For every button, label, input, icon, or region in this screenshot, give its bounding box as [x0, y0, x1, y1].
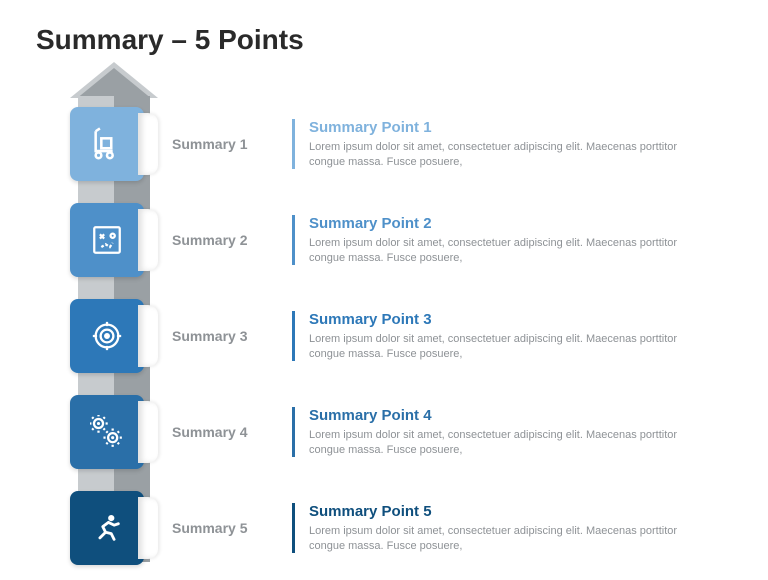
summary-rows: Summary 1 Summary Point 1 Lorem ipsum do… [70, 100, 750, 580]
detail-text-3: Lorem ipsum dolor sit amet, consectetuer… [309, 332, 712, 362]
detail-title-5: Summary Point 5 [309, 503, 712, 520]
tile-3 [70, 299, 144, 373]
gears-icon [90, 415, 124, 449]
detail-text-5: Lorem ipsum dolor sit amet, consectetuer… [309, 524, 712, 554]
row-detail-3: Summary Point 3 Lorem ipsum dolor sit am… [292, 311, 712, 362]
hand-truck-icon [90, 127, 124, 161]
row-label-5: Summary 5 [172, 520, 292, 536]
row-label-4: Summary 4 [172, 424, 292, 440]
summary-row-2: Summary 2 Summary Point 2 Lorem ipsum do… [70, 196, 750, 284]
tile-curl [138, 113, 158, 175]
detail-text-2: Lorem ipsum dolor sit amet, consectetuer… [309, 236, 712, 266]
detail-title-4: Summary Point 4 [309, 407, 712, 424]
summary-row-1: Summary 1 Summary Point 1 Lorem ipsum do… [70, 100, 750, 188]
tile-2 [70, 203, 144, 277]
strategy-board-icon [90, 223, 124, 257]
summary-row-3: Summary 3 Summary Point 3 Lorem ipsum do… [70, 292, 750, 380]
row-label-1: Summary 1 [172, 136, 292, 152]
tile-curl [138, 209, 158, 271]
detail-text-4: Lorem ipsum dolor sit amet, consectetuer… [309, 428, 712, 458]
tile-5 [70, 491, 144, 565]
row-detail-5: Summary Point 5 Lorem ipsum dolor sit am… [292, 503, 712, 554]
row-detail-2: Summary Point 2 Lorem ipsum dolor sit am… [292, 215, 712, 266]
detail-title-2: Summary Point 2 [309, 215, 712, 232]
detail-text-1: Lorem ipsum dolor sit amet, consectetuer… [309, 140, 712, 170]
tile-curl [138, 305, 158, 367]
target-icon [90, 319, 124, 353]
tile-1 [70, 107, 144, 181]
arrow-head-inner [78, 68, 150, 98]
row-detail-1: Summary Point 1 Lorem ipsum dolor sit am… [292, 119, 712, 170]
tile-4 [70, 395, 144, 469]
tile-curl [138, 401, 158, 463]
row-label-3: Summary 3 [172, 328, 292, 344]
summary-row-5: Summary 5 Summary Point 5 Lorem ipsum do… [70, 484, 750, 572]
tile-curl [138, 497, 158, 559]
row-label-2: Summary 2 [172, 232, 292, 248]
runner-icon [90, 511, 124, 545]
summary-row-4: Summary 4 Summary Point 4 Lorem ipsum do… [70, 388, 750, 476]
detail-title-3: Summary Point 3 [309, 311, 712, 328]
row-detail-4: Summary Point 4 Lorem ipsum dolor sit am… [292, 407, 712, 458]
detail-title-1: Summary Point 1 [309, 119, 712, 136]
page-title: Summary – 5 Points [36, 24, 304, 56]
